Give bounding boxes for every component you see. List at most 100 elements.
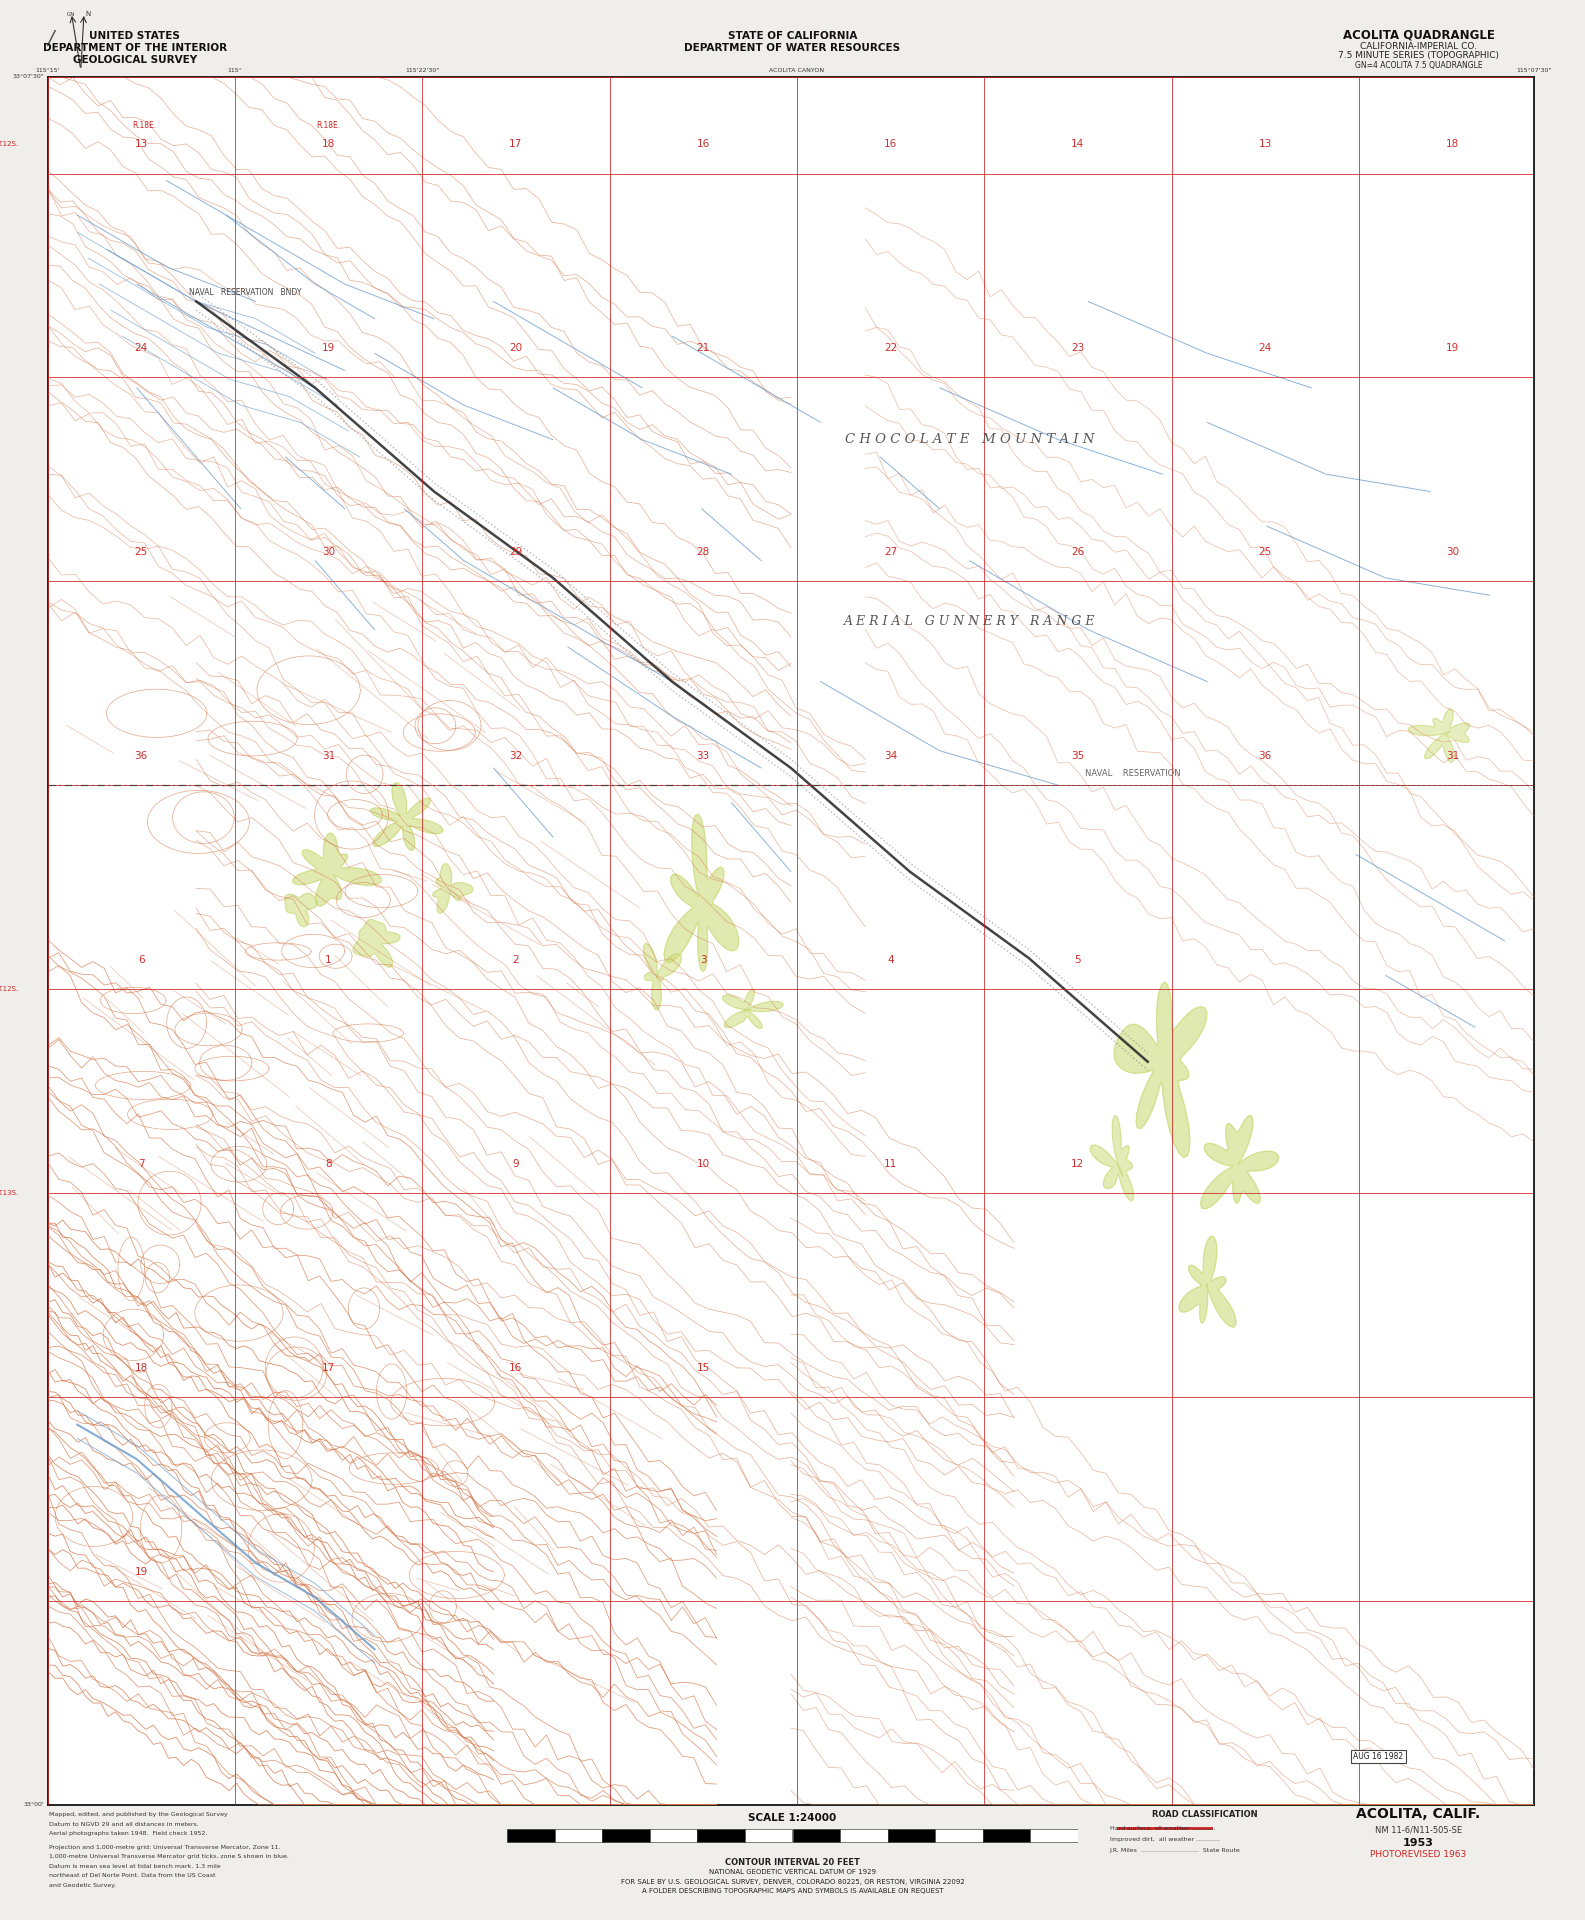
Text: 19: 19	[322, 344, 334, 353]
Bar	[792, 1830, 840, 1841]
Text: Datum is mean sea level at tidal bench mark. 1.3 mile: Datum is mean sea level at tidal bench m…	[49, 1864, 220, 1868]
Text: ACOLITA CANYON: ACOLITA CANYON	[769, 69, 824, 73]
Text: 33°07'30": 33°07'30"	[13, 75, 44, 79]
Text: northeast of Del Norte Point. Data from the US Coast: northeast of Del Norte Point. Data from …	[49, 1874, 216, 1878]
Polygon shape	[644, 943, 682, 1010]
Polygon shape	[1407, 708, 1469, 762]
Text: 1: 1	[325, 954, 331, 966]
Text: AUG 16 1982: AUG 16 1982	[1354, 1751, 1403, 1761]
Text: Mapped, edited, and published by the Geological Survey: Mapped, edited, and published by the Geo…	[49, 1812, 228, 1816]
Text: 36: 36	[1258, 751, 1271, 760]
Text: 21: 21	[696, 344, 710, 353]
Text: NATIONAL GEODETIC VERTICAL DATUM OF 1929: NATIONAL GEODETIC VERTICAL DATUM OF 1929	[708, 1868, 877, 1876]
Text: 29: 29	[509, 547, 523, 557]
Text: NM 11-6/N11-505-SE: NM 11-6/N11-505-SE	[1376, 1826, 1461, 1834]
Text: 36: 36	[135, 751, 147, 760]
Text: 31: 31	[1446, 751, 1460, 760]
Text: 8: 8	[325, 1158, 331, 1169]
Text: 34: 34	[884, 751, 897, 760]
Polygon shape	[723, 991, 783, 1029]
Text: ACOLITA, CALIF.: ACOLITA, CALIF.	[1357, 1807, 1480, 1822]
Text: 23: 23	[1071, 344, 1084, 353]
Text: ACOLITA QUADRANGLE: ACOLITA QUADRANGLE	[1342, 29, 1495, 40]
Bar	[697, 1830, 745, 1841]
Text: PHOTOREVISED 1963: PHOTOREVISED 1963	[1371, 1851, 1466, 1859]
Text: 115°07'30": 115°07'30"	[1517, 69, 1552, 73]
Text: UNITED STATES: UNITED STATES	[89, 31, 181, 42]
Text: T.12S.: T.12S.	[0, 142, 17, 148]
Text: 22: 22	[884, 344, 897, 353]
Text: 30: 30	[322, 547, 334, 557]
Text: 18: 18	[135, 1363, 147, 1373]
Bar	[840, 1830, 888, 1841]
Polygon shape	[1179, 1236, 1236, 1327]
Text: R.18E.: R.18E.	[317, 121, 341, 131]
Text: 19: 19	[135, 1567, 147, 1576]
Text: 25: 25	[1258, 547, 1271, 557]
Bar	[888, 1830, 935, 1841]
Polygon shape	[1090, 1116, 1133, 1200]
Text: 35: 35	[1071, 751, 1084, 760]
Text: 115'22'30": 115'22'30"	[406, 69, 439, 73]
Text: 115°15': 115°15'	[35, 69, 60, 73]
Polygon shape	[433, 864, 472, 914]
Text: /: /	[48, 29, 54, 48]
Text: Improved dirt,  all weather ............: Improved dirt, all weather ............	[1110, 1837, 1219, 1841]
Text: 28: 28	[696, 547, 710, 557]
Text: DEPARTMENT OF WATER RESOURCES: DEPARTMENT OF WATER RESOURCES	[685, 42, 900, 54]
Text: 26: 26	[1071, 547, 1084, 557]
Text: 115°: 115°	[228, 69, 243, 73]
Text: C H O C O L A T E   M O U N T A I N: C H O C O L A T E M O U N T A I N	[845, 434, 1094, 445]
Polygon shape	[1114, 983, 1206, 1158]
Text: 5: 5	[1075, 954, 1081, 966]
Polygon shape	[1200, 1116, 1279, 1210]
Text: NAVAL   RESERVATION   BNDY: NAVAL RESERVATION BNDY	[189, 288, 301, 298]
Text: FOR SALE BY U.S. GEOLOGICAL SURVEY, DENVER, COLORADO 80225, OR RESTON, VIRGINIA : FOR SALE BY U.S. GEOLOGICAL SURVEY, DENV…	[621, 1878, 964, 1885]
Text: 24: 24	[1258, 344, 1271, 353]
Text: 9: 9	[512, 1158, 520, 1169]
Text: 1953: 1953	[1403, 1837, 1434, 1849]
Bar	[1030, 1830, 1078, 1841]
Text: 12: 12	[1071, 1158, 1084, 1169]
Text: 2: 2	[512, 954, 520, 966]
Text: N: N	[86, 12, 90, 17]
Text: 27: 27	[884, 547, 897, 557]
Text: 10: 10	[697, 1158, 710, 1169]
Text: and Geodetic Survey.: and Geodetic Survey.	[49, 1884, 116, 1887]
Polygon shape	[293, 833, 380, 906]
Text: 33: 33	[696, 751, 710, 760]
Text: 31: 31	[322, 751, 334, 760]
Text: 18: 18	[322, 138, 334, 150]
Text: 24: 24	[135, 344, 147, 353]
Text: 25: 25	[135, 547, 147, 557]
Text: 7.5 MINUTE SERIES (TOPOGRAPHIC): 7.5 MINUTE SERIES (TOPOGRAPHIC)	[1338, 52, 1499, 60]
Text: SCALE 1:24000: SCALE 1:24000	[748, 1812, 837, 1824]
Text: 4: 4	[888, 954, 894, 966]
Text: 1,000-metre Universal Transverse Mercator grid ticks, zone S shown in blue.: 1,000-metre Universal Transverse Mercato…	[49, 1855, 288, 1859]
Bar	[745, 1830, 792, 1841]
Polygon shape	[353, 920, 399, 968]
Text: 13: 13	[1258, 138, 1271, 150]
Text: Projection and 1,000-metre grid: Universal Transverse Mercator, Zone 11.: Projection and 1,000-metre grid: Univers…	[49, 1845, 281, 1849]
Polygon shape	[664, 814, 739, 972]
Bar	[555, 1830, 602, 1841]
Text: Aerial photographs taken 1948.  Field check 1952.: Aerial photographs taken 1948. Field che…	[49, 1832, 208, 1836]
Text: 16: 16	[509, 1363, 523, 1373]
Bar	[602, 1830, 650, 1841]
Text: 11: 11	[884, 1158, 897, 1169]
Text: DEPARTMENT OF THE INTERIOR: DEPARTMENT OF THE INTERIOR	[43, 42, 227, 54]
Text: J.R. Miles  .............................  State Route: J.R. Miles .............................…	[1110, 1849, 1239, 1853]
Text: GN=4 ACOLITA 7.5 QUADRANGLE: GN=4 ACOLITA 7.5 QUADRANGLE	[1355, 61, 1482, 69]
Text: 15: 15	[696, 1363, 710, 1373]
Text: CALIFORNIA-IMPERIAL CO.: CALIFORNIA-IMPERIAL CO.	[1360, 42, 1477, 50]
Bar	[935, 1830, 983, 1841]
Text: Hard surface, all weather ............: Hard surface, all weather ............	[1110, 1826, 1216, 1830]
Text: 17: 17	[509, 138, 523, 150]
Text: 14: 14	[1071, 138, 1084, 150]
Bar	[650, 1830, 697, 1841]
Text: R.18E.: R.18E.	[132, 121, 157, 131]
Text: CONTOUR INTERVAL 20 FEET: CONTOUR INTERVAL 20 FEET	[724, 1859, 861, 1866]
Polygon shape	[371, 783, 442, 851]
Text: 32: 32	[509, 751, 523, 760]
Text: GEOLOGICAL SURVEY: GEOLOGICAL SURVEY	[73, 54, 197, 65]
